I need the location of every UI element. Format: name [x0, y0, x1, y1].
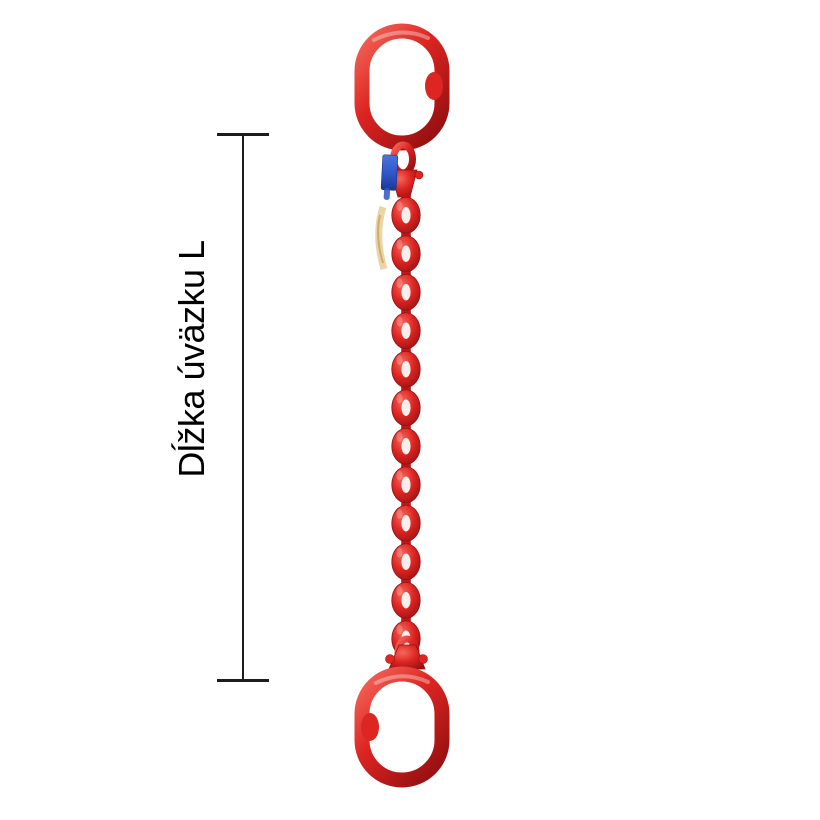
chain — [386, 196, 426, 658]
dimension-cap-bottom — [217, 679, 269, 682]
bottom-connector-pin-right — [418, 654, 428, 664]
bottom-connector-pin-left — [385, 654, 395, 664]
bottom-connector — [385, 635, 428, 671]
top-master-link-highlight — [372, 30, 430, 42]
top-connector-pin-right — [414, 170, 424, 180]
dimension-line — [242, 134, 244, 681]
id-tag-blue — [380, 154, 399, 200]
bottom-master-link-highlight — [374, 674, 430, 685]
dimension-label: Dĺžka úväzku L — [171, 240, 212, 478]
bottom-master-link — [354, 666, 450, 788]
id-tag-gold — [375, 205, 388, 270]
top-master-link — [354, 23, 450, 151]
bottom-weld-bump — [361, 713, 379, 741]
top-weld-bump — [425, 72, 443, 100]
